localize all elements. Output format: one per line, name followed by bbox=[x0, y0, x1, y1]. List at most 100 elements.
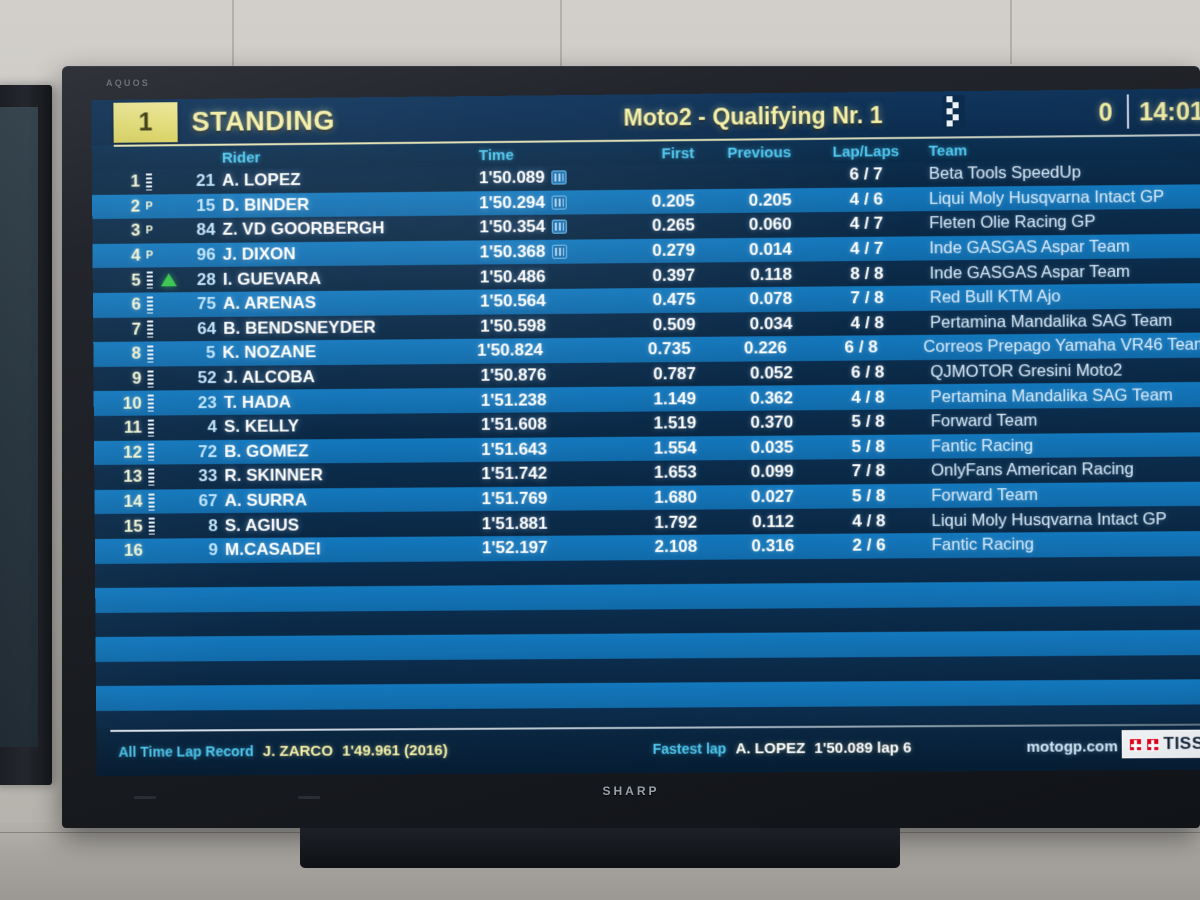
lap-time: 1'51.643 bbox=[481, 439, 614, 460]
rider-name: R. SKINNER bbox=[224, 464, 481, 486]
adjacent-monitor-screen bbox=[0, 107, 38, 747]
standings-rows: 1 21 A. LOPEZ 1'50.089 6 / 7 Beta Tools Speed… bbox=[91, 159, 1200, 761]
lap-stripes-marker bbox=[144, 394, 158, 412]
gap-to-previous: 0.370 bbox=[710, 412, 811, 433]
page-title: STANDING bbox=[191, 105, 336, 137]
gap-to-previous: 0.099 bbox=[711, 462, 812, 483]
sensor-indicator bbox=[298, 796, 320, 799]
gap-to-first-text: 0.509 bbox=[652, 314, 696, 335]
rider-number-text: 8 bbox=[208, 515, 218, 535]
lap-count-text: 7 / 8 bbox=[851, 461, 886, 481]
row-position: 8 bbox=[93, 344, 143, 364]
gap-to-first: 1.554 bbox=[614, 438, 711, 459]
lap-count: 4 / 6 bbox=[810, 189, 923, 210]
checkered-flag-icon bbox=[942, 95, 965, 130]
fastest-lap-time: 1'50.089 lap 6 bbox=[814, 739, 912, 758]
record-rider: J. ZARCO bbox=[262, 742, 334, 761]
rider-number-text: 5 bbox=[205, 343, 216, 363]
lap-count: 5 / 8 bbox=[811, 412, 924, 433]
rider-name: S. KELLY bbox=[224, 415, 481, 437]
team-name-text: Pertamina Mandalika SAG Team bbox=[930, 385, 1173, 406]
lap-count: 7 / 8 bbox=[812, 461, 925, 482]
row-position-text: 6 bbox=[131, 294, 142, 314]
lap-count-text: 5 / 8 bbox=[851, 486, 886, 506]
lap-time-text: 1'50.876 bbox=[480, 365, 547, 385]
rider-number: 64 bbox=[181, 319, 223, 339]
rider-name: A. SURRA bbox=[225, 489, 482, 511]
rider-name: S. AGIUS bbox=[225, 514, 482, 536]
rider-name-text: R. SKINNER bbox=[224, 465, 323, 486]
rider-number-text: 23 bbox=[197, 392, 217, 412]
lap-count: 8 / 8 bbox=[810, 263, 923, 284]
rider-name: K. NOZANE bbox=[222, 341, 477, 363]
lap-count-text: 6 / 7 bbox=[849, 164, 883, 185]
rider-name-text: B. GOMEZ bbox=[224, 441, 309, 461]
arrow-up-icon bbox=[160, 273, 177, 287]
row-position: 11 bbox=[94, 418, 144, 438]
rider-name: T. HADA bbox=[224, 390, 481, 412]
team-name-text: Inde GASGAS Aspar Team bbox=[929, 262, 1131, 283]
rider-number-text: 52 bbox=[197, 368, 217, 388]
lap-count: 4 / 8 bbox=[811, 387, 924, 408]
lap-time-text: 1'50.368 bbox=[479, 241, 546, 262]
lap-count-text: 7 / 8 bbox=[850, 288, 884, 308]
lap-count: 4 / 7 bbox=[810, 214, 923, 235]
rider-number-text: 33 bbox=[198, 466, 218, 486]
lap-time: 1'50.089 bbox=[479, 167, 612, 188]
gap-to-first: 1.149 bbox=[613, 389, 710, 410]
lap-stripes-icon bbox=[147, 370, 154, 388]
gap-to-first: 1.519 bbox=[614, 413, 711, 434]
gap-to-first-text: 1.149 bbox=[653, 388, 697, 409]
wall-seam bbox=[1010, 0, 1012, 64]
row-position-text: 3 bbox=[130, 221, 141, 241]
gap-to-previous: 0.052 bbox=[710, 363, 811, 384]
row-position-text: 8 bbox=[131, 344, 142, 364]
gap-to-first-text: 0.787 bbox=[653, 364, 697, 384]
lap-time-text: 1'50.294 bbox=[479, 192, 546, 213]
team-name: Forward Team bbox=[925, 409, 1200, 431]
team-name: Beta Tools SpeedUp bbox=[923, 161, 1200, 184]
lap-stripes-icon bbox=[148, 517, 155, 535]
gap-to-previous: 0.112 bbox=[711, 511, 812, 532]
rider-name-text: B. BENDSNEYDER bbox=[223, 317, 376, 338]
row-position-text: 4 bbox=[131, 245, 141, 265]
rider-number: 84 bbox=[180, 220, 222, 240]
gap-to-previous-text: 0.052 bbox=[749, 363, 793, 383]
gap-to-previous: 0.316 bbox=[711, 536, 812, 557]
gap-to-previous: 0.362 bbox=[710, 388, 811, 409]
row-position-text: 11 bbox=[123, 417, 143, 437]
rider-name-text: A. ARENAS bbox=[222, 293, 317, 314]
team-name: OnlyFans American Racing bbox=[925, 459, 1200, 481]
lap-time: 1'50.368 bbox=[479, 241, 612, 262]
team-name: Forward Team bbox=[925, 484, 1200, 506]
gap-to-previous: 0.034 bbox=[710, 314, 811, 335]
col-header-time: Time bbox=[478, 146, 514, 164]
team-name-text: Beta Tools SpeedUp bbox=[928, 163, 1081, 184]
row-position-text: 5 bbox=[131, 270, 141, 290]
lap-time-text: 1'50.598 bbox=[480, 315, 547, 336]
rider-number: 96 bbox=[181, 245, 223, 265]
gap-to-first: 0.205 bbox=[612, 191, 709, 212]
record-time: 1'49.961 (2016) bbox=[341, 742, 448, 760]
gap-to-first-text: 0.279 bbox=[652, 240, 696, 260]
gap-to-first: 0.397 bbox=[613, 265, 710, 286]
team-name: Pertamina Mandalika SAG Team bbox=[924, 310, 1200, 333]
team-name: Liqui Moly Husqvarna Intact GP bbox=[925, 508, 1200, 530]
lap-time: 1'50.486 bbox=[480, 266, 613, 287]
lap-time-text: 1'51.769 bbox=[481, 488, 548, 509]
lap-count: 4 / 8 bbox=[811, 313, 924, 334]
session-name-label: Moto2 - Qualifying Nr. 1 bbox=[623, 101, 883, 131]
row-position: 15 bbox=[95, 516, 145, 536]
gap-to-first: 0.787 bbox=[613, 364, 710, 385]
gap-to-first bbox=[612, 176, 709, 177]
row-position: 4 bbox=[92, 246, 142, 266]
rider-number-text: 28 bbox=[196, 269, 216, 289]
rider-name-text: I. GUEVARA bbox=[222, 268, 322, 289]
pit-marker: P bbox=[142, 200, 156, 212]
row-position: 16 bbox=[95, 541, 145, 561]
gap-to-first: 2.108 bbox=[615, 537, 712, 558]
gap-to-previous: 0.035 bbox=[711, 437, 812, 458]
gap-to-previous-text: 0.118 bbox=[750, 264, 793, 284]
lap-time-text: 1'51.238 bbox=[480, 389, 547, 410]
rider-number: 75 bbox=[181, 294, 223, 314]
